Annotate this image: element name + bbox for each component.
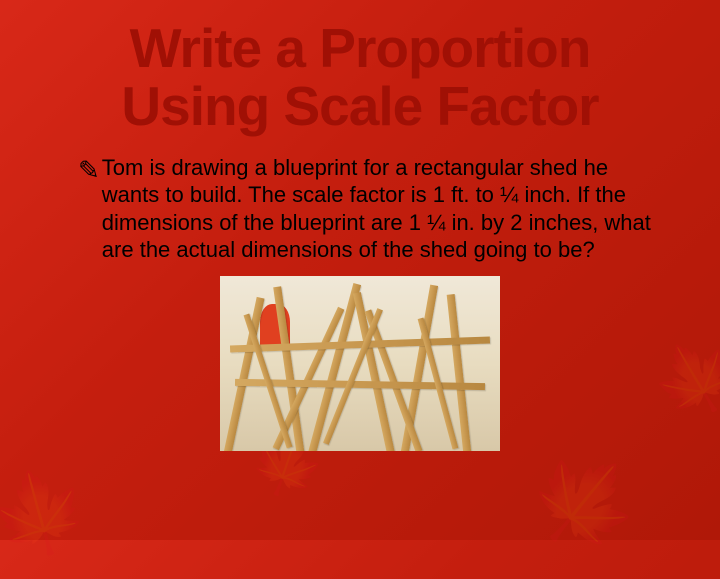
decorative-leaf: 🍁	[0, 455, 100, 572]
body-text: Tom is drawing a blueprint for a rectang…	[102, 154, 670, 264]
bullet-icon: ✎	[78, 155, 100, 188]
image-container	[50, 276, 670, 456]
slide-title: Write a Proportion Using Scale Factor	[50, 20, 670, 136]
slide-content: Write a Proportion Using Scale Factor ✎ …	[0, 0, 720, 456]
body-paragraph: ✎ Tom is drawing a blueprint for a recta…	[50, 154, 670, 264]
construction-image	[220, 276, 500, 451]
